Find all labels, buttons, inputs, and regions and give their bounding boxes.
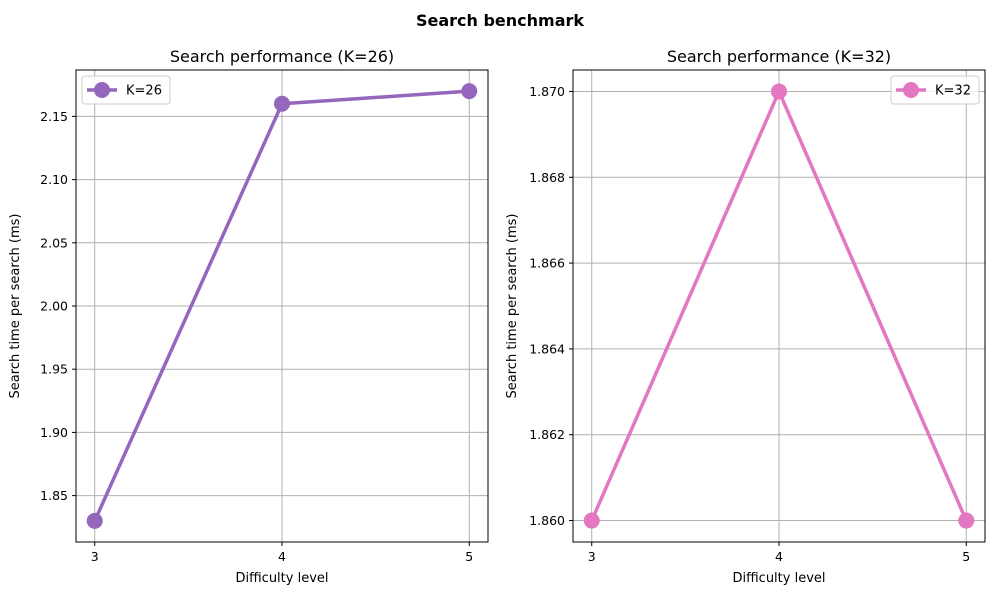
data-point (583, 512, 600, 529)
y-axis-label: Search time per search (ms) (8, 214, 23, 399)
y-tick-label: 1.95 (40, 362, 68, 377)
axes-frame (572, 69, 986, 543)
y-tick-label: 1.860 (529, 513, 565, 528)
x-tick-label: 5 (465, 549, 473, 564)
chart-k26: Search performance (K=26) 3 4 5 1.85 1.90 1.95… (8, 47, 489, 586)
y-tick-label: 2.00 (40, 299, 68, 314)
chart-title: Search performance (K=32) (667, 47, 891, 66)
x-tick-label: 4 (775, 549, 783, 564)
data-point (86, 512, 103, 529)
chart-k32: Search performance (K=32) 3 4 5 1.860 1.862 1.… (505, 47, 986, 586)
y-tick-label: 1.868 (529, 170, 565, 185)
y-axis-label: Search time per search (ms) (505, 214, 520, 399)
y-tick-label: 1.862 (529, 427, 565, 442)
y-tick-label: 2.05 (40, 235, 68, 250)
legend: K=26 (81, 75, 171, 105)
legend: K=32 (890, 75, 980, 105)
legend-label: K=26 (126, 84, 162, 99)
y-tick-label: 1.90 (40, 425, 68, 440)
y-tick-label: 1.866 (529, 256, 565, 271)
y-tick-label: 1.864 (529, 341, 565, 356)
legend-marker (903, 82, 919, 98)
y-tick-label: 1.870 (529, 84, 565, 99)
axes-frame (75, 69, 489, 543)
legend-label: K=32 (935, 84, 971, 99)
x-tick-label: 3 (91, 549, 99, 564)
x-axis-label: Difficulty level (732, 571, 825, 586)
y-tick-label: 2.10 (40, 172, 68, 187)
data-point (771, 83, 787, 100)
x-axis-label: Difficulty level (235, 571, 328, 586)
data-point (274, 95, 290, 112)
y-tick-label: 2.15 (40, 109, 68, 124)
figure-title: Search benchmark (416, 11, 584, 30)
legend-marker (94, 82, 110, 98)
y-tick-label: 1.85 (40, 488, 68, 503)
x-tick-label: 3 (588, 549, 596, 564)
data-point (958, 512, 975, 529)
x-tick-label: 5 (962, 549, 970, 564)
x-tick-label: 4 (278, 549, 286, 564)
chart-title: Search performance (K=26) (170, 47, 394, 66)
data-point (461, 83, 478, 100)
